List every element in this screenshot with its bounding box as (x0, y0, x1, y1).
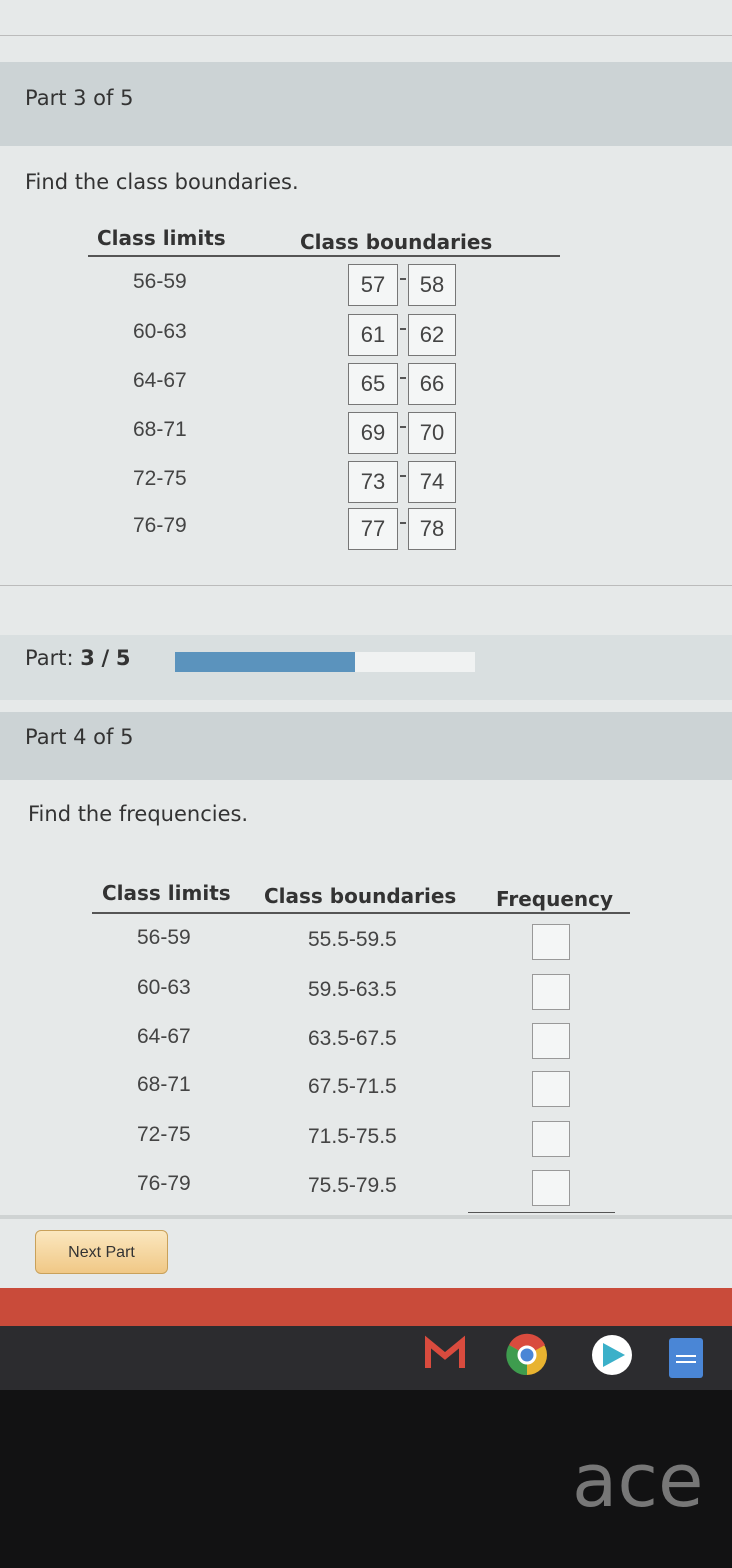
dash (400, 278, 406, 280)
upper-boundary-input[interactable]: 58 (408, 264, 456, 306)
device-logo: ace (572, 1438, 704, 1524)
prompt: Find the frequencies. (28, 802, 249, 826)
progress-fill (175, 652, 355, 672)
class-limits: 56-59 (133, 270, 187, 293)
lower-boundary-input[interactable]: 77 (348, 508, 398, 550)
frequency-input[interactable] (532, 974, 570, 1010)
upper-boundary-input[interactable]: 74 (408, 461, 456, 503)
class-boundaries: 67.5-71.5 (308, 1075, 397, 1098)
lower-boundary-input[interactable]: 73 (348, 461, 398, 503)
total-rule (468, 1212, 615, 1213)
column-header: Class limits (102, 881, 231, 905)
class-boundaries: 63.5-67.5 (308, 1027, 397, 1050)
class-boundaries: 59.5-63.5 (308, 978, 397, 1001)
browser-bottom-bar (0, 1288, 732, 1326)
docs-icon[interactable] (669, 1338, 703, 1378)
laptop-bezel (0, 1390, 732, 1568)
progress-text: Part: 3 / 5 (25, 646, 131, 670)
progress-separator: / (101, 646, 110, 670)
class-limits: 56-59 (137, 926, 191, 949)
lower-boundary-input[interactable]: 61 (348, 314, 398, 356)
dash (400, 475, 406, 477)
class-boundaries: 55.5-59.5 (308, 928, 397, 951)
frequency-input[interactable] (532, 1023, 570, 1059)
table-rule (88, 255, 560, 257)
upper-boundary-input[interactable]: 70 (408, 412, 456, 454)
part-header-bar (0, 712, 732, 780)
play-store-icon[interactable] (592, 1335, 632, 1375)
taskbar-icons (425, 1333, 703, 1378)
class-limits: 72-75 (137, 1123, 191, 1146)
progress-total: 5 (115, 646, 131, 670)
dash (400, 426, 406, 428)
prompt: Find the class boundaries. (25, 170, 299, 194)
divider (0, 1215, 732, 1219)
column-header: Class boundaries (300, 230, 493, 254)
dash (400, 328, 406, 330)
progress-label: Part: (25, 646, 74, 670)
dash (400, 377, 406, 379)
class-limits: 60-63 (133, 320, 187, 343)
class-limits: 76-79 (137, 1172, 191, 1195)
lower-boundary-input[interactable]: 57 (348, 264, 398, 306)
frequency-input[interactable] (532, 924, 570, 960)
progress-track (175, 652, 475, 672)
upper-boundary-input[interactable]: 66 (408, 363, 456, 405)
progress-current: 3 (80, 646, 95, 670)
class-limits: 72-75 (133, 467, 187, 490)
dash (400, 522, 406, 524)
class-boundaries: 71.5-75.5 (308, 1125, 397, 1148)
divider (0, 585, 732, 586)
column-header: Frequency (496, 887, 614, 911)
column-header: Class boundaries (264, 884, 457, 908)
class-limits: 64-67 (133, 369, 187, 392)
class-limits: 76-79 (133, 514, 187, 537)
upper-boundary-input[interactable]: 62 (408, 314, 456, 356)
lower-boundary-input[interactable]: 65 (348, 363, 398, 405)
class-limits: 60-63 (137, 976, 191, 999)
class-limits: 68-71 (133, 418, 187, 441)
frequency-input[interactable] (532, 1170, 570, 1206)
next-part-button[interactable]: Next Part (35, 1230, 168, 1274)
lower-boundary-input[interactable]: 69 (348, 412, 398, 454)
class-boundaries: 75.5-79.5 (308, 1174, 397, 1197)
gmail-icon[interactable] (425, 1335, 465, 1368)
upper-boundary-input[interactable]: 78 (408, 508, 456, 550)
table-rule (92, 912, 630, 914)
part-header: Part 4 of 5 (25, 725, 134, 749)
class-limits: 64-67 (137, 1025, 191, 1048)
divider (0, 35, 732, 36)
part-header: Part 3 of 5 (25, 86, 134, 110)
frequency-input[interactable] (532, 1121, 570, 1157)
chrome-icon[interactable] (506, 1333, 547, 1376)
class-limits: 68-71 (137, 1073, 191, 1096)
frequency-input[interactable] (532, 1071, 570, 1107)
column-header: Class limits (97, 226, 226, 250)
part-header-bar (0, 62, 732, 146)
